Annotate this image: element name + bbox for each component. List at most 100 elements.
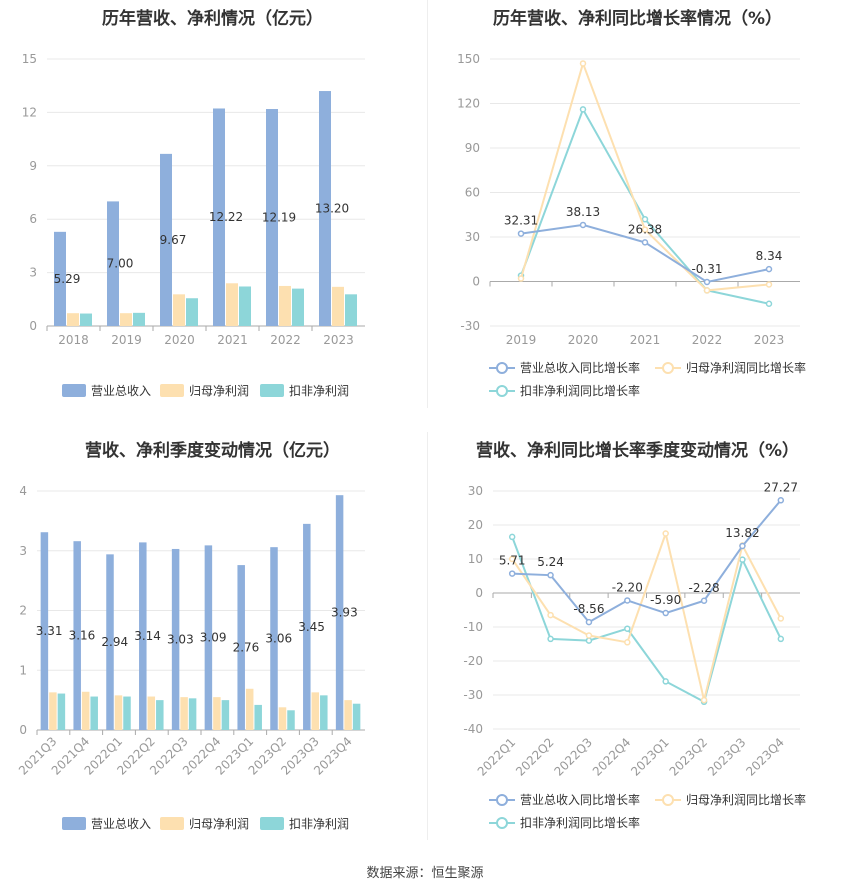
bar-value-label: 3.31 — [36, 624, 63, 638]
data-point — [777, 615, 785, 622]
x-tick-label: 2020 — [164, 333, 195, 347]
bar — [320, 695, 328, 730]
bar — [173, 294, 185, 326]
point-value-label: 5.71 — [499, 554, 526, 568]
data-point — [579, 60, 587, 67]
bar — [352, 703, 361, 730]
legend-label: 扣非净利润 — [289, 384, 349, 398]
bar-value-label: 3.09 — [200, 631, 227, 645]
quarterly-revenue-profit-panel: 营收、净利季度变动情况（亿元） 0 1 2 3 4 2021Q3 3.31 2021Q4 3.1… — [0, 432, 425, 852]
bar-value-label: 3.45 — [298, 620, 325, 634]
bar — [204, 545, 213, 730]
y-tick-label: 12 — [22, 105, 37, 119]
bar — [80, 313, 92, 326]
legend-label: 归母净利润同比增长率 — [686, 792, 806, 807]
legend-marker — [496, 362, 508, 374]
data-point — [777, 635, 785, 643]
bar-value-label: 9.67 — [160, 233, 187, 247]
bar — [311, 692, 320, 730]
bar — [266, 109, 278, 326]
point-value-label: 8.34 — [756, 249, 783, 263]
data-point — [517, 230, 525, 237]
bar — [345, 294, 357, 326]
legend-label: 营业总收入同比增长率 — [520, 360, 640, 375]
data-point — [703, 287, 711, 294]
y-tick-label: 90 — [465, 141, 480, 155]
data-point — [624, 597, 631, 604]
data-point — [508, 570, 516, 577]
x-tick-label: 2018 — [58, 333, 89, 347]
point-value-label: -0.31 — [691, 262, 722, 276]
legend-label: 营业总收入 — [91, 384, 151, 398]
data-point — [585, 618, 593, 626]
x-tick-label: 2023Q3 — [705, 735, 749, 779]
bar — [81, 691, 90, 730]
y-tick-label: 3 — [29, 266, 37, 280]
data-point — [585, 637, 593, 644]
x-tick-label: 2020 — [568, 333, 599, 347]
y-tick-label: 0 — [475, 586, 483, 600]
bar — [106, 554, 114, 730]
y-tick-label: -40 — [463, 722, 483, 736]
series-line — [520, 107, 770, 305]
bar — [57, 693, 66, 730]
bar — [54, 231, 66, 326]
bar — [67, 313, 79, 326]
data-point — [547, 635, 554, 643]
bar — [114, 695, 123, 730]
bar — [107, 201, 119, 326]
data-point — [765, 300, 773, 307]
y-tick-label: 15 — [22, 52, 37, 66]
data-point — [700, 696, 708, 704]
y-tick-label: -20 — [463, 654, 483, 668]
y-tick-label: 2 — [19, 604, 27, 618]
y-tick-label: 150 — [457, 52, 480, 66]
point-value-label: -2.28 — [689, 581, 720, 595]
x-tick-label: 2023Q4 — [743, 735, 787, 779]
annual-revenue-profit-panel: 历年营收、净利情况（亿元） 0 3 6 9 12 15 2018 5.29 2019 7.00 20… — [0, 0, 425, 410]
bar — [335, 495, 344, 730]
data-point — [508, 533, 516, 541]
data-point — [547, 611, 554, 619]
data-point — [585, 632, 593, 639]
point-value-label: 13.82 — [725, 526, 759, 540]
data-point — [777, 497, 785, 504]
legend-swatch — [62, 817, 86, 830]
bar — [180, 697, 188, 730]
legend-marker — [662, 362, 674, 374]
y-tick-label: 1 — [19, 663, 27, 677]
data-point — [662, 530, 669, 537]
y-tick-label: 0 — [29, 319, 37, 333]
y-tick-label: 60 — [465, 186, 480, 200]
y-tick-label: 20 — [468, 518, 483, 532]
y-tick-label: 9 — [29, 159, 37, 173]
bar-value-label: 2.76 — [233, 641, 260, 655]
y-tick-label: -30 — [460, 319, 480, 333]
bar — [279, 285, 291, 326]
point-value-label: -8.56 — [573, 602, 604, 616]
bar — [221, 700, 230, 730]
legend-swatch — [160, 817, 184, 830]
chart-title: 历年营收、净利同比增长率情况（%） — [492, 9, 783, 29]
legend-marker — [496, 794, 508, 806]
bar — [49, 692, 57, 730]
series-line — [512, 499, 782, 624]
chart-title: 营收、净利同比增长率季度变动情况（%） — [475, 441, 800, 461]
data-point — [641, 239, 649, 246]
x-tick-label: 2022Q4 — [590, 735, 634, 779]
point-value-label: -5.90 — [650, 593, 681, 607]
bar-value-label: 3.03 — [167, 632, 194, 646]
bar — [90, 696, 98, 730]
bar — [188, 698, 197, 730]
bar-value-label: 13.20 — [315, 202, 349, 216]
x-tick-label: 2022Q1 — [475, 735, 519, 779]
legend-swatch — [260, 384, 284, 397]
bar — [237, 565, 245, 730]
data-point — [517, 275, 525, 282]
point-value-label: 26.38 — [628, 222, 662, 236]
bar — [245, 688, 254, 730]
bar — [147, 696, 156, 730]
data-point — [579, 221, 587, 229]
x-tick-label: 2021 — [630, 333, 661, 347]
y-tick-label: -30 — [463, 688, 483, 702]
